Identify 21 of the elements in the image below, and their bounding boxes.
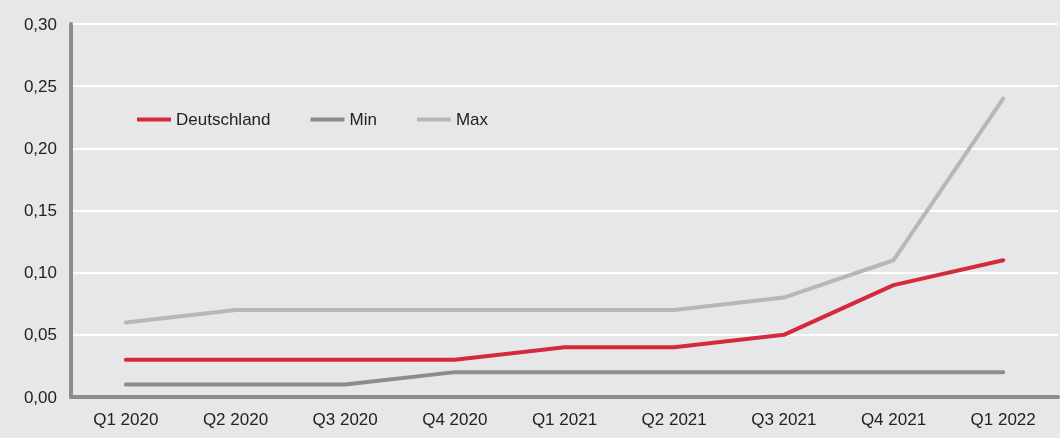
y-tick-label: 0,00 (23, 387, 57, 407)
x-tick-label: Q3 2021 (751, 410, 817, 429)
legend-label: Max (455, 110, 489, 129)
y-tick-label: 0,30 (23, 14, 57, 34)
legend-label: Deutschland (176, 110, 271, 129)
x-tick-label: Q1 2020 (93, 410, 159, 429)
x-tick-label: Q3 2020 (312, 410, 378, 429)
y-tick-label: 0,05 (23, 325, 57, 345)
y-tick-label: 0,20 (23, 138, 57, 158)
x-tick-label: Q2 2021 (641, 410, 707, 429)
legend-label: Min (349, 110, 377, 129)
x-tick-label: Q4 2020 (422, 410, 488, 429)
y-tick-label: 0,15 (23, 201, 57, 220)
x-tick-label: Q1 2021 (531, 410, 598, 429)
x-tick-label: Q4 2021 (860, 410, 927, 429)
y-tick-label: 0,25 (23, 76, 57, 96)
line-series (123, 258, 1006, 362)
x-tick-label: Q1 2022 (970, 410, 1036, 429)
line-series (123, 96, 1006, 325)
x-tick-label: Q2 2020 (202, 410, 269, 429)
y-tick-label: 0,10 (23, 263, 57, 283)
